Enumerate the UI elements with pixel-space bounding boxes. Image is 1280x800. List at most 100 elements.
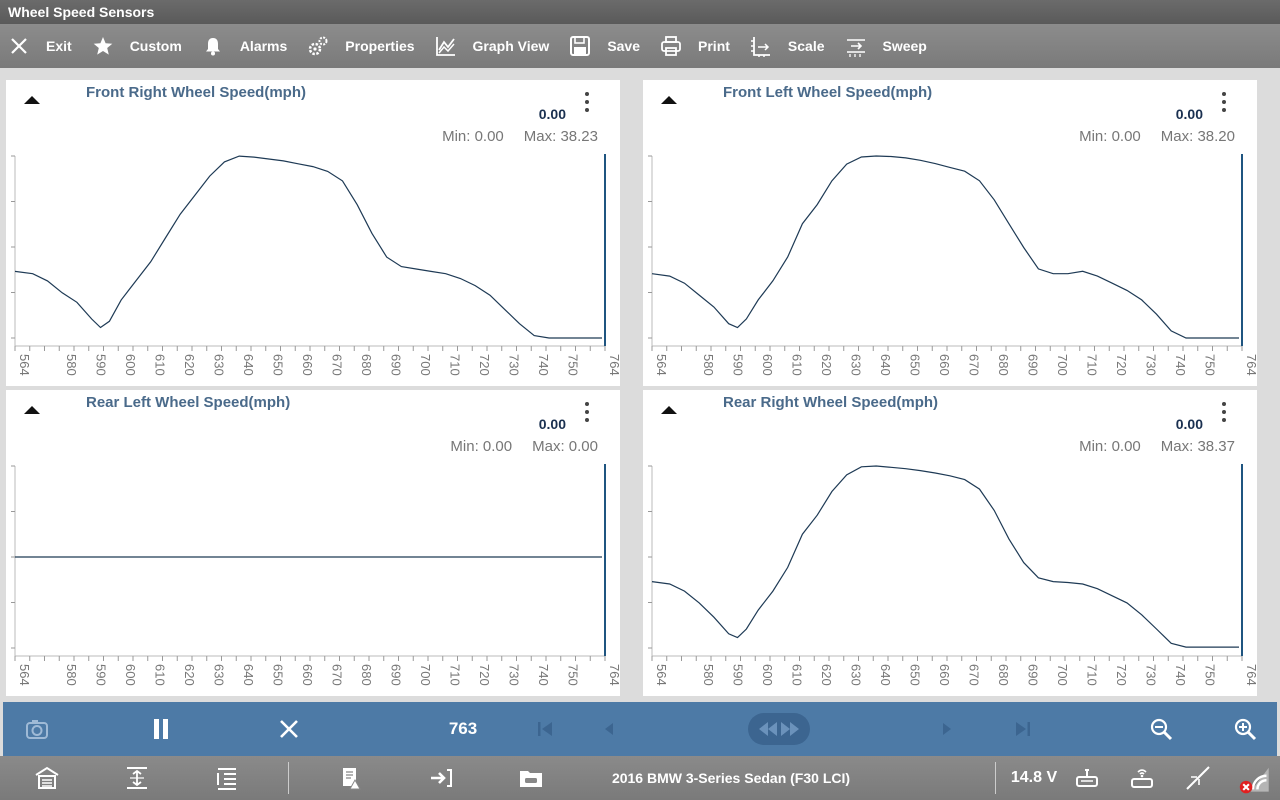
properties-button[interactable]: Properties: [307, 24, 415, 68]
print-button[interactable]: Print: [660, 24, 730, 68]
data-list-button[interactable]: [212, 756, 242, 800]
x-tick-label: 750: [566, 354, 581, 376]
x-tick-label: 590: [731, 354, 746, 376]
min-value: Min: 0.00: [1079, 128, 1141, 145]
x-tick-label: 610: [790, 354, 805, 376]
scale-button[interactable]: Scale: [750, 24, 825, 68]
camera-button[interactable]: [17, 702, 57, 756]
shortcut-button[interactable]: [122, 756, 152, 800]
frame-counter: 763: [433, 702, 493, 756]
x-tick-label: 764: [1244, 664, 1257, 686]
step-back-icon: [605, 723, 613, 735]
clear-button[interactable]: [269, 702, 309, 756]
line-chart[interactable]: 564 580 590 600 610 620 630 640 650 660 670 680 690 7…: [643, 148, 1257, 386]
x-tick-label: 740: [536, 664, 551, 686]
x-tick-label: 600: [123, 354, 138, 376]
print-label: Print: [698, 38, 730, 54]
rewind-ff-button[interactable]: [747, 702, 811, 756]
x-tick-label: 710: [448, 354, 463, 376]
connect-button[interactable]: [426, 756, 456, 800]
home-button[interactable]: [32, 756, 62, 800]
x-tick-label: 730: [1144, 664, 1159, 686]
x-tick-label: 564: [654, 354, 669, 376]
sweep-button[interactable]: Sweep: [845, 24, 927, 68]
document-warning-icon: [343, 768, 361, 790]
graph-view-label: Graph View: [472, 38, 550, 54]
collapse-arrow-icon[interactable]: [24, 406, 40, 414]
scale-icon: [750, 35, 772, 57]
x-tick-label: 600: [760, 354, 775, 376]
panel-title: Rear Right Wheel Speed(mph): [723, 394, 939, 411]
skip-start-button[interactable]: [525, 702, 565, 756]
panel-title: Rear Left Wheel Speed(mph): [86, 394, 291, 411]
graph-view-button[interactable]: Graph View: [435, 24, 550, 68]
pause-button[interactable]: [141, 702, 181, 756]
exit-button[interactable]: Exit: [8, 24, 72, 68]
cable-button[interactable]: [1182, 756, 1214, 800]
zoom-in-button[interactable]: [1225, 702, 1265, 756]
x-tick-label: 730: [1144, 354, 1159, 376]
properties-label: Properties: [345, 38, 415, 54]
min-value: Min: 0.00: [442, 128, 504, 145]
panel-title: Front Left Wheel Speed(mph): [723, 84, 933, 101]
x-tick-label: 710: [1085, 354, 1100, 376]
x-tick-label: 690: [1026, 664, 1041, 686]
vci-device-icon: [1076, 769, 1098, 787]
x-tick-label: 720: [477, 354, 492, 376]
garage-home-icon: [35, 766, 59, 789]
line-chart[interactable]: 564 580 590 600 610 620 630 640 650 660 670 680 690 7…: [6, 148, 620, 386]
x-tick-label: 580: [64, 664, 79, 686]
x-tick-label: 564: [17, 354, 32, 376]
x-tick-label: 700: [1055, 354, 1070, 376]
x-tick-label: 590: [94, 664, 109, 686]
step-back-button[interactable]: [589, 702, 629, 756]
x-tick-label: 580: [64, 354, 79, 376]
more-menu-icon[interactable]: [584, 402, 590, 426]
more-menu-icon[interactable]: [1221, 92, 1227, 116]
x-tick-label: 600: [760, 664, 775, 686]
more-menu-icon[interactable]: [584, 92, 590, 116]
report-button[interactable]: [336, 756, 366, 800]
x-tick-label: 690: [389, 354, 404, 376]
step-forward-button[interactable]: [927, 702, 967, 756]
floppy-icon: [569, 35, 591, 57]
line-chart[interactable]: 564 580 590 600 610 620 630 640 650 660 670 680 690 7…: [6, 458, 620, 696]
divider: [288, 762, 289, 794]
graph-panel-rear-left: Rear Left Wheel Speed(mph) 0.00 Min: 0.0…: [6, 390, 620, 696]
bell-icon: [202, 35, 224, 57]
skip-end-button[interactable]: [1003, 702, 1043, 756]
close-icon: [280, 720, 298, 738]
save-button[interactable]: Save: [569, 24, 640, 68]
x-tick-label: 730: [507, 664, 522, 686]
vci-button[interactable]: [1072, 756, 1102, 800]
status-bar: 2016 BMW 3-Series Sedan (F30 LCI) 14.8 V: [0, 756, 1280, 800]
alarms-button[interactable]: Alarms: [202, 24, 287, 68]
custom-button[interactable]: Custom: [92, 24, 182, 68]
x-tick-label: 700: [1055, 664, 1070, 686]
step-forward-icon: [943, 723, 951, 735]
wifi-status-button[interactable]: [1234, 756, 1274, 800]
series-line: [651, 465, 1239, 648]
max-value: Max: 38.23: [523, 128, 598, 145]
more-menu-icon[interactable]: [1221, 402, 1227, 426]
x-tick-label: 640: [878, 664, 893, 686]
current-value: 0.00: [538, 106, 566, 122]
save-label: Save: [607, 38, 641, 54]
vehicle-folder-button[interactable]: [516, 756, 546, 800]
wireless-vci-button[interactable]: [1126, 756, 1158, 800]
collapse-arrow-icon[interactable]: [661, 96, 677, 104]
x-tick-label: 630: [849, 354, 864, 376]
x-tick-label: 764: [607, 354, 620, 376]
x-tick-label: 720: [477, 664, 492, 686]
x-tick-label: 740: [536, 354, 551, 376]
collapse-arrow-icon[interactable]: [24, 96, 40, 104]
max-value: Max: 38.37: [1160, 438, 1235, 455]
collapse-arrow-icon[interactable]: [661, 406, 677, 414]
wifi-disconnected-icon: [1239, 767, 1269, 794]
skip-end-icon: [1016, 722, 1030, 736]
skip-start-icon: [538, 722, 552, 736]
x-tick-label: 764: [1244, 354, 1257, 376]
playback-bar: 763: [3, 702, 1277, 756]
zoom-out-button[interactable]: [1141, 702, 1181, 756]
line-chart[interactable]: 564 580 590 600 610 620 630 640 650 660 670 680 690 7…: [643, 458, 1257, 696]
